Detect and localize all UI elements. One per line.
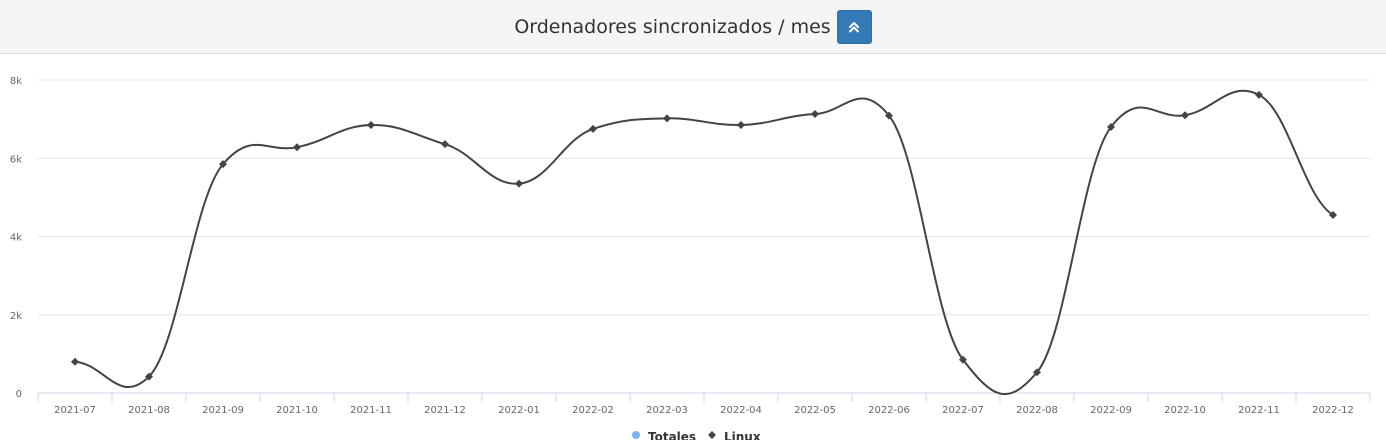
x-tick-label: 2022-06 xyxy=(868,405,910,416)
data-point[interactable] xyxy=(885,111,893,120)
x-tick-label: 2022-12 xyxy=(1312,405,1354,416)
y-axis: 0 2k 4k 6k 8k xyxy=(10,76,22,400)
data-point[interactable] xyxy=(737,120,745,129)
y-tick-label: 0 xyxy=(16,389,22,400)
series-linux xyxy=(71,89,1337,396)
legend-label: Totales xyxy=(648,430,696,440)
panel-header: Ordenadores sincronizados / mes xyxy=(0,0,1386,54)
series-line-linux xyxy=(74,89,1334,396)
data-point[interactable] xyxy=(219,160,227,169)
double-chevron-up-icon xyxy=(849,22,860,33)
x-tick-label: 2022-10 xyxy=(1164,405,1206,416)
data-point[interactable] xyxy=(71,357,79,366)
legend-item-linux[interactable]: Linux xyxy=(708,430,761,444)
data-point[interactable] xyxy=(1255,90,1263,99)
x-tick-label: 2021-07 xyxy=(54,405,96,416)
y-tick-label: 4k xyxy=(10,233,22,244)
x-tick-label: 2021-10 xyxy=(276,405,318,416)
data-point[interactable] xyxy=(441,140,449,149)
x-tick-label: 2022-09 xyxy=(1090,405,1132,416)
data-point[interactable] xyxy=(811,110,819,119)
legend-marker-diamond xyxy=(708,431,716,439)
data-point[interactable] xyxy=(1107,122,1115,131)
x-tick-label: 2022-01 xyxy=(498,405,540,416)
data-point[interactable] xyxy=(1329,210,1337,219)
data-point[interactable] xyxy=(145,372,153,381)
data-point[interactable] xyxy=(663,114,671,123)
chart-area: 0 2k 4k 6k 8k 2021-07 2021-08 2021-09 2021-10 20… xyxy=(0,55,1386,444)
x-tick-label: 2022-05 xyxy=(794,405,836,416)
y-tick-label: 6k xyxy=(10,154,22,165)
x-tick-label: 2021-12 xyxy=(424,405,466,416)
collapse-button[interactable] xyxy=(836,10,872,44)
data-point[interactable] xyxy=(1033,368,1041,377)
grid-lines xyxy=(38,79,1370,316)
legend-marker-circle xyxy=(632,431,640,439)
legend-label: Linux xyxy=(724,430,761,440)
panel-title: Ordenadores sincronizados / mes xyxy=(0,0,1386,54)
x-tick-label: 2022-04 xyxy=(720,405,762,416)
x-tick-label: 2022-02 xyxy=(572,405,614,416)
x-axis: 2021-07 2021-08 2021-09 2021-10 2021-11 2021-… xyxy=(37,392,1371,416)
data-point[interactable] xyxy=(959,355,967,364)
x-tick-label: 2021-09 xyxy=(202,405,244,416)
x-tick-label: 2022-08 xyxy=(1016,405,1058,416)
data-point[interactable] xyxy=(515,179,523,188)
panel-title-text: Ordenadores sincronizados / mes xyxy=(514,16,831,38)
x-tick-label: 2022-11 xyxy=(1238,405,1280,416)
x-tick-label: 2021-08 xyxy=(128,405,170,416)
y-tick-label: 8k xyxy=(10,76,22,87)
data-point[interactable] xyxy=(1181,111,1189,120)
legend-item-totales[interactable]: Totales xyxy=(632,430,696,444)
data-point[interactable] xyxy=(589,124,597,133)
data-point[interactable] xyxy=(293,143,301,152)
x-tick-label: 2022-03 xyxy=(646,405,688,416)
legend: Totales Linux xyxy=(632,430,761,444)
data-point[interactable] xyxy=(367,120,375,129)
x-tick-label: 2022-07 xyxy=(942,405,984,416)
x-tick-label: 2021-11 xyxy=(350,405,392,416)
y-tick-label: 2k xyxy=(10,311,22,322)
